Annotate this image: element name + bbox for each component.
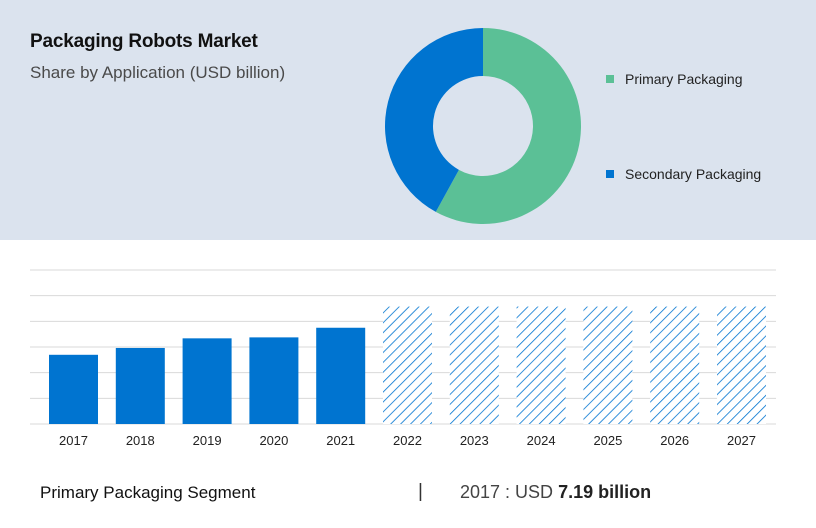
x-tick-label-2018: 2018 [126, 433, 155, 448]
bar-2027 [717, 306, 766, 424]
footer-segment-label: Primary Packaging Segment [40, 483, 256, 502]
bar-2019 [182, 338, 232, 424]
x-tick-label-2024: 2024 [527, 433, 556, 448]
chart-title: Packaging Robots Market [30, 31, 258, 52]
donut-chart [384, 28, 581, 224]
x-tick-label-2021: 2021 [326, 433, 355, 448]
bar-2017 [49, 354, 98, 424]
legend-item-secondary: Secondary Packaging [606, 166, 761, 182]
footer-value: 2017 : USD 7.19 billion [460, 482, 651, 503]
bar-2023 [449, 306, 499, 424]
bar-2022 [383, 306, 432, 424]
x-tick-label-2027: 2027 [727, 433, 756, 448]
donut-slice-primary-packaging [435, 28, 581, 224]
legend-label-primary: Primary Packaging [625, 71, 743, 87]
bar-2024 [516, 306, 566, 424]
x-tick-label-2022: 2022 [393, 433, 422, 448]
x-tick-label-2025: 2025 [593, 433, 622, 448]
footer-separator: | [418, 481, 423, 502]
bar-chart: 2017 2018 2019 2020 2021 2022 2023 2024 2025 2026… [30, 269, 776, 448]
bar-2020 [249, 337, 299, 424]
bar-2025 [583, 306, 633, 424]
legend-label-secondary: Secondary Packaging [625, 166, 762, 182]
footer-year-text: 2017 : USD [460, 482, 559, 502]
x-tick-label-2023: 2023 [460, 433, 489, 448]
footer-value-text: 7.19 billion [558, 482, 652, 502]
x-tick-label-2020: 2020 [259, 433, 288, 448]
x-tick-label-2019: 2019 [193, 433, 222, 448]
bar-2018 [115, 347, 165, 424]
legend-item-primary: Primary Packaging [606, 71, 743, 87]
legend-swatch-secondary [606, 170, 614, 178]
bar-2026 [650, 306, 700, 424]
x-tick-label-2026: 2026 [660, 433, 689, 448]
bar-2021 [316, 327, 366, 424]
legend-swatch-primary [606, 75, 614, 83]
x-tick-label-2017: 2017 [59, 433, 88, 448]
chart-subtitle: Share by Application (USD billion) [30, 63, 286, 82]
donut-slice-secondary-packaging [384, 28, 483, 212]
